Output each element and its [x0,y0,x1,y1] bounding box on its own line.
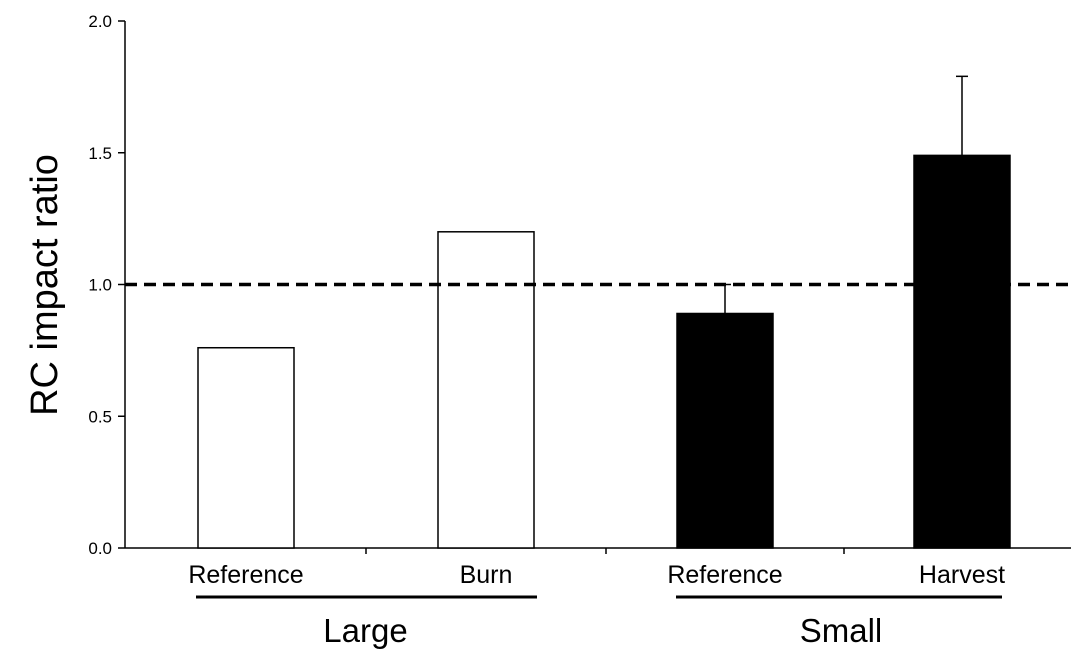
y-tick-label: 0.0 [88,539,112,558]
bar [437,231,535,549]
y-tick-label: 1.0 [88,276,112,295]
y-tick-label: 2.0 [88,12,112,31]
category-label: Burn [460,561,513,589]
bar [676,312,774,549]
category-label: Reference [667,561,782,589]
category-label: Harvest [919,561,1005,589]
bar [197,346,295,549]
y-tick-label: 0.5 [88,407,112,426]
group-label: Large [323,612,407,649]
plot-area: 0.0 0.5 1.0 1.5 2.0 Reference Burn Reference Har… [88,12,1071,649]
y-axis-title: RC impact ratio [24,154,66,416]
category-label: Reference [188,561,303,589]
group-label: Small [800,612,883,649]
y-tick-label: 1.5 [88,144,112,163]
bar [913,154,1011,549]
